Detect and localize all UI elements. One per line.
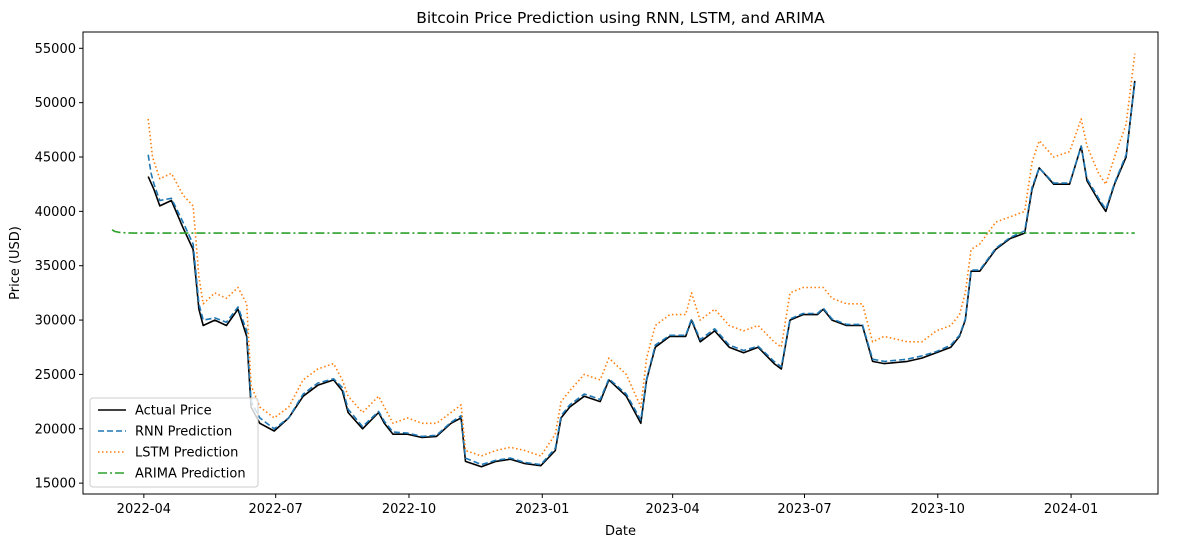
x-axis-title: Date: [605, 524, 636, 539]
lstm-prediction-line: [147, 53, 1136, 457]
y-tick-label: 45000: [35, 151, 76, 166]
y-tick-label: 50000: [35, 96, 76, 111]
x-tick-label: 2023-10: [911, 502, 965, 517]
rnn-prediction-line: [147, 83, 1136, 466]
y-axis-title: Price (USD): [8, 226, 23, 300]
y-tick-label: 15000: [35, 477, 76, 492]
chart-title: Bitcoin Price Prediction using RNN, LSTM…: [416, 9, 825, 27]
arima-prediction-line: [111, 229, 1135, 234]
y-tick-label: 35000: [35, 259, 76, 274]
x-tick-label: 2022-07: [249, 502, 303, 517]
y-tick-label: 55000: [35, 42, 76, 57]
y-axis: 15000 20000 25000 30000 35000 40000 45000 50000…: [35, 42, 83, 492]
x-tick-label: 2022-04: [117, 502, 171, 517]
x-tick-label: 2023-07: [777, 502, 831, 517]
x-tick-label: 2024-01: [1044, 502, 1098, 517]
y-tick-label: 30000: [35, 314, 76, 329]
legend-label: ARIMA Prediction: [135, 467, 246, 482]
x-tick-label: 2023-04: [645, 502, 699, 517]
legend-label: LSTM Prediction: [135, 446, 238, 461]
y-tick-label: 40000: [35, 205, 76, 220]
actual-price-line: [147, 80, 1136, 468]
y-tick-label: 20000: [35, 422, 76, 437]
x-axis: 2022-04 2022-07 2022-10 2023-01 2023-04 2023-…: [117, 494, 1098, 517]
legend: Actual Price RNN Prediction LSTM Predictio…: [89, 397, 259, 488]
x-tick-label: 2023-01: [515, 502, 569, 517]
x-tick-label: 2022-10: [382, 502, 436, 517]
plot-frame: [82, 31, 1159, 495]
legend-box: [89, 397, 259, 488]
plot-area: [111, 53, 1136, 468]
legend-label: Actual Price: [135, 404, 212, 419]
y-tick-label: 25000: [35, 368, 76, 383]
legend-label: RNN Prediction: [135, 425, 232, 440]
